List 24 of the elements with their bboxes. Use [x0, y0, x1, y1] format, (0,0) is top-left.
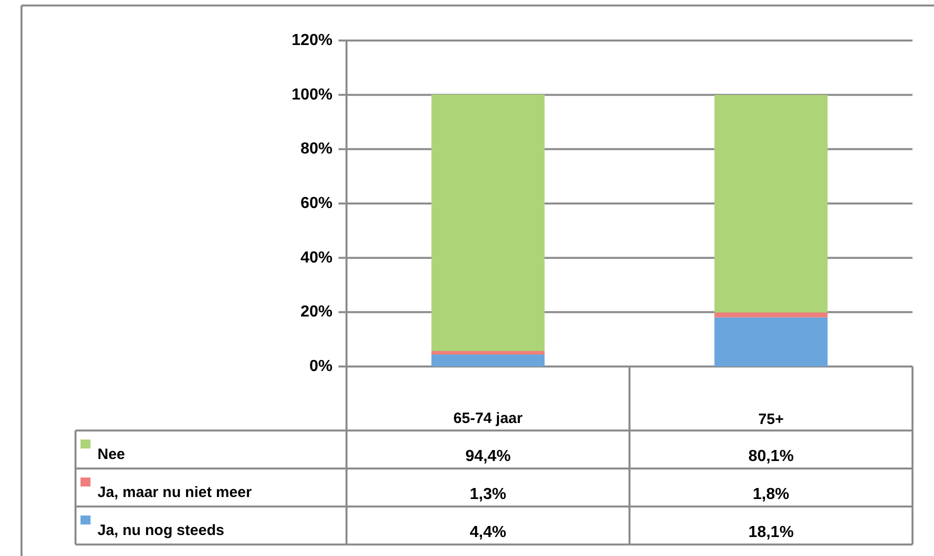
y-tick-label: 60% — [300, 195, 333, 212]
data-label: 1,3% — [470, 486, 506, 503]
y-tick-label: 40% — [300, 249, 333, 266]
bar — [714, 94, 828, 312]
bar — [431, 354, 545, 366]
legend-label: Ja, maar nu niet meer — [98, 484, 252, 501]
data-label: 4,4% — [470, 524, 506, 541]
y-tick-label: 20% — [300, 304, 333, 321]
x-tick-label: 65-74 jaar — [453, 410, 523, 427]
y-tick-label: 0% — [309, 358, 332, 375]
y-tick-label: 100% — [292, 86, 332, 104]
y-tick-label: 120% — [292, 32, 332, 49]
data-label: 80,1% — [748, 448, 794, 465]
data-label: 94,4% — [465, 448, 511, 465]
legend-label: Ja, nu nog steeds — [98, 522, 224, 539]
bar — [431, 351, 545, 355]
bar — [714, 317, 828, 366]
data-label: 18,1% — [748, 524, 794, 541]
bar — [431, 94, 545, 352]
data-label: 1,8% — [752, 486, 790, 503]
x-tick-label: 75+ — [758, 411, 784, 428]
bar — [714, 312, 828, 318]
legend-label: Nee — [98, 446, 126, 463]
y-tick-label: 80% — [300, 140, 333, 158]
